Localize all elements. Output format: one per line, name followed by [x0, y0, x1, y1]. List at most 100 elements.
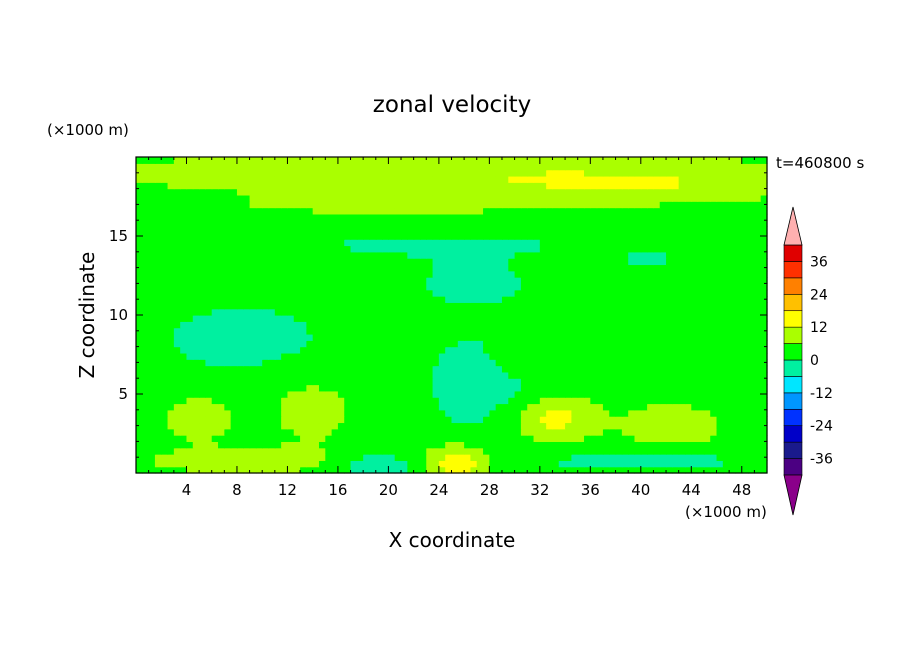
field-cell	[192, 384, 200, 392]
field-cell	[438, 245, 446, 253]
field-cell	[729, 454, 737, 461]
field-cell	[558, 239, 566, 247]
field-cell	[672, 251, 680, 259]
field-cell	[640, 289, 648, 297]
field-cell	[243, 428, 251, 436]
field-cell	[697, 390, 705, 398]
field-cell	[476, 447, 484, 455]
field-cell	[186, 315, 194, 322]
field-cell	[136, 397, 143, 405]
field-cell	[659, 226, 667, 234]
field-cell	[621, 428, 629, 436]
field-cell	[224, 390, 232, 398]
field-cell	[552, 163, 560, 171]
field-cell	[148, 308, 156, 316]
field-cell	[552, 245, 560, 253]
field-cell	[716, 409, 724, 417]
field-cell	[716, 340, 724, 348]
field-cell	[255, 194, 263, 202]
field-cell	[382, 359, 389, 367]
field-cell	[369, 302, 377, 310]
field-cell	[249, 308, 257, 316]
field-cell	[344, 201, 352, 209]
field-cell	[489, 333, 497, 341]
field-cell	[356, 403, 364, 411]
field-cell	[684, 220, 692, 228]
field-cell	[337, 428, 345, 436]
field-cell	[173, 352, 181, 360]
field-cell	[659, 384, 667, 392]
field-cell	[533, 213, 541, 221]
field-cell	[161, 441, 169, 449]
field-cell	[192, 365, 200, 373]
field-cell	[735, 352, 743, 360]
field-cell	[470, 188, 478, 196]
field-cell	[230, 428, 238, 436]
field-cell	[426, 384, 434, 392]
field-cell	[426, 207, 434, 215]
field-cell	[199, 390, 207, 398]
field-cell	[199, 365, 207, 373]
field-cell	[609, 232, 617, 240]
field-cell	[262, 397, 270, 405]
field-cell	[722, 264, 730, 272]
field-cell	[754, 163, 762, 171]
field-cell	[148, 321, 156, 329]
field-cell	[754, 441, 762, 449]
field-cell	[539, 220, 547, 228]
field-cell	[300, 409, 307, 417]
field-cell	[293, 397, 301, 405]
field-cell	[445, 454, 453, 461]
field-cell	[716, 239, 724, 247]
field-cell	[470, 447, 478, 455]
field-cell	[457, 441, 465, 449]
field-cell	[634, 352, 642, 360]
field-cell	[148, 365, 156, 373]
field-cell	[136, 277, 143, 284]
field-cell	[230, 264, 238, 272]
field-cell	[445, 302, 453, 310]
field-cell	[375, 409, 383, 417]
field-cell	[199, 340, 207, 348]
field-cell	[748, 182, 755, 190]
field-cell	[438, 175, 446, 183]
field-cell	[356, 264, 364, 272]
field-cell	[218, 251, 225, 259]
field-cell	[445, 163, 453, 171]
field-cell	[684, 390, 692, 398]
field-cell	[634, 371, 642, 379]
field-cell	[483, 321, 490, 329]
field-cell	[703, 289, 711, 297]
field-cell	[243, 201, 251, 209]
field-cell	[180, 359, 188, 367]
field-cell	[457, 277, 465, 284]
field-cell	[590, 251, 598, 259]
field-cell	[287, 340, 295, 348]
field-cell	[722, 409, 730, 417]
field-cell	[640, 441, 648, 449]
field-cell	[748, 403, 755, 411]
field-cell	[514, 157, 522, 164]
field-cell	[659, 232, 667, 240]
field-cell	[148, 163, 156, 171]
field-cell	[609, 289, 617, 297]
field-cell	[350, 270, 358, 278]
field-cell	[741, 283, 749, 291]
field-cell	[218, 371, 225, 379]
field-cell	[748, 378, 755, 386]
field-cell	[205, 340, 213, 348]
field-cell	[609, 182, 617, 190]
field-cell	[552, 213, 560, 221]
field-cell	[539, 359, 547, 367]
field-cell	[205, 264, 213, 272]
field-cell	[167, 251, 175, 259]
field-cell	[489, 277, 497, 284]
field-cell	[306, 384, 314, 392]
field-cell	[539, 308, 547, 316]
field-cell	[173, 460, 181, 468]
field-cell	[337, 188, 345, 196]
field-cell	[539, 289, 547, 297]
field-cell	[407, 315, 415, 322]
field-cell	[180, 308, 188, 316]
field-cell	[501, 378, 509, 386]
